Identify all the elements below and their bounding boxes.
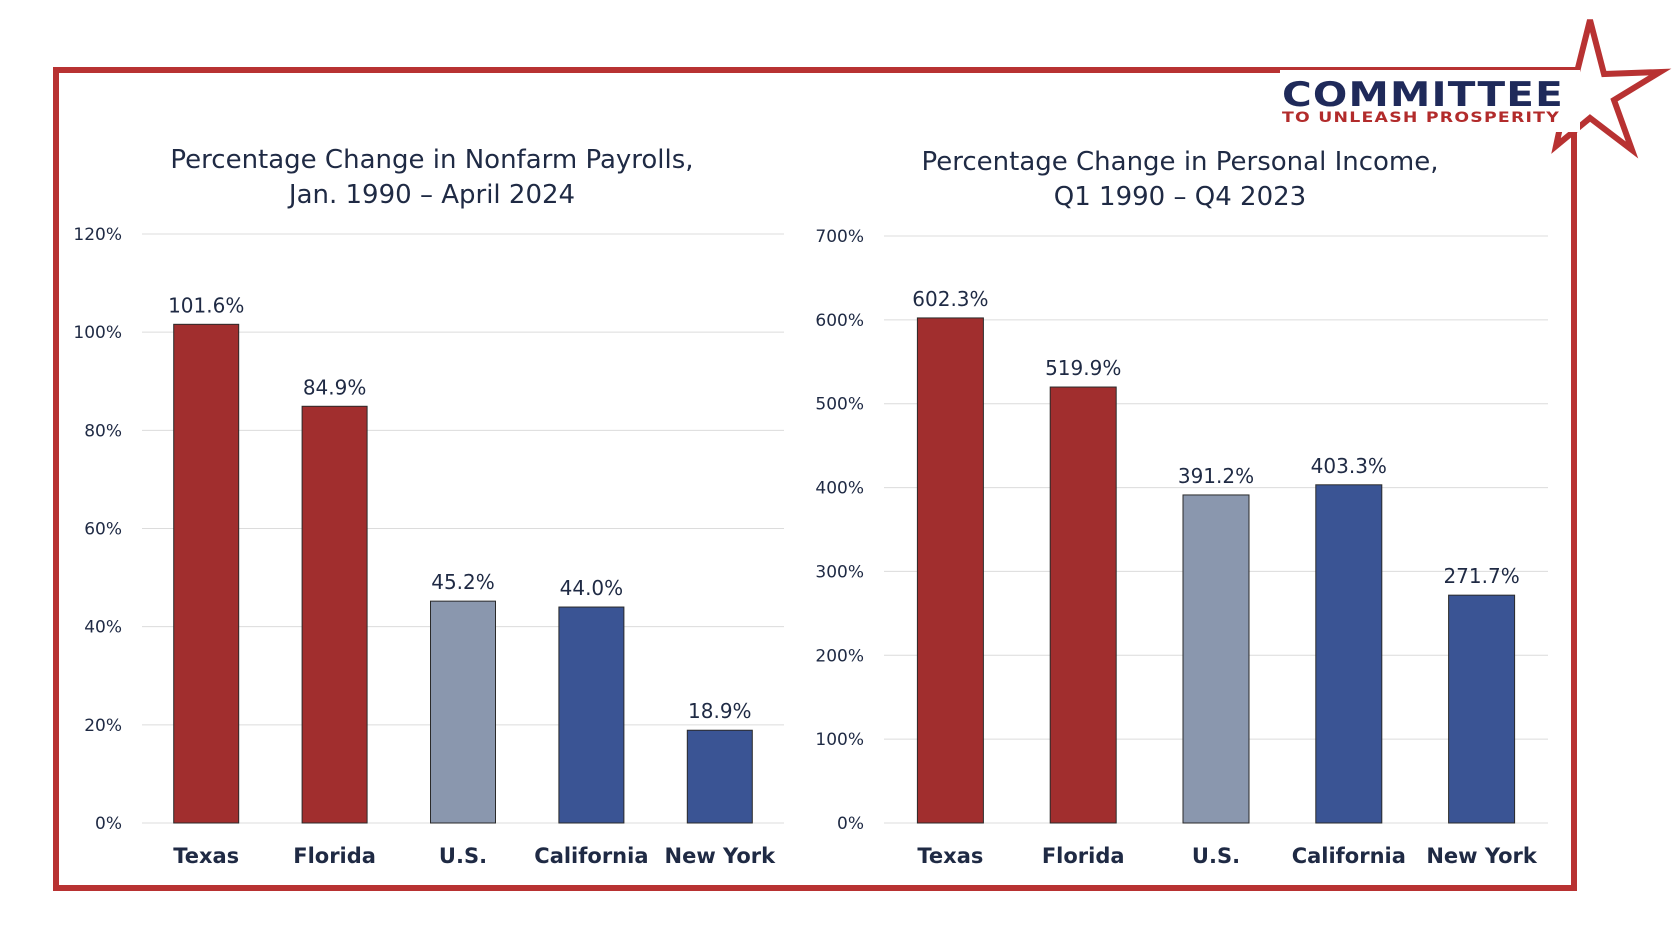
bar-new-york [1448, 594, 1516, 824]
y-tick-label: 300% [815, 562, 864, 582]
y-tick-label: 100% [73, 323, 122, 343]
bar-texas [916, 317, 984, 824]
data-label: 45.2% [431, 570, 495, 594]
y-tick-label: 100% [815, 730, 864, 750]
data-label: 271.7% [1443, 564, 1519, 588]
y-tick-label: 500% [815, 395, 864, 415]
x-category-label: U.S. [439, 844, 487, 868]
y-tick-label: 400% [815, 479, 864, 499]
data-label: 84.9% [303, 375, 367, 399]
bar-new-york [686, 729, 753, 824]
x-category-label: California [534, 844, 648, 868]
data-label: 44.0% [560, 576, 624, 600]
data-label: 101.6% [168, 293, 244, 317]
bar-u-s [1182, 494, 1250, 824]
y-tick-label: 20% [84, 716, 122, 736]
data-label: 602.3% [912, 287, 988, 311]
chart-personal-income: Percentage Change in Personal Income, Q1… [815, 147, 1548, 868]
x-category-label: U.S. [1192, 844, 1240, 868]
data-label: 403.3% [1311, 454, 1387, 478]
x-category-label: Texas [173, 844, 239, 868]
data-label: 18.9% [688, 699, 752, 723]
x-category-label: Florida [1042, 844, 1125, 868]
logo: COMMITTEE TO UNLEASH PROSPERITY [1280, 19, 1672, 159]
chart-nonfarm-payrolls: Percentage Change in Nonfarm Payrolls, J… [73, 145, 784, 868]
x-category-label: New York [665, 844, 777, 868]
logo-title: COMMITTEE [1282, 75, 1564, 115]
chart-title-line-2: Q1 1990 – Q4 2023 [1054, 182, 1306, 212]
y-tick-label: 40% [84, 618, 122, 638]
bar-texas [173, 323, 240, 824]
y-tick-label: 0% [837, 814, 864, 834]
y-tick-label: 120% [73, 225, 122, 245]
bar-california [1315, 484, 1383, 824]
y-tick-label: 60% [84, 520, 122, 540]
x-category-label: Florida [293, 844, 376, 868]
chart-title-line-2: Jan. 1990 – April 2024 [287, 180, 575, 210]
chart-title-line-1: Percentage Change in Nonfarm Payrolls, [170, 145, 693, 175]
x-category-label: New York [1426, 844, 1538, 868]
bar-u-s [430, 600, 496, 824]
y-tick-label: 700% [815, 227, 864, 247]
logo-subtitle: TO UNLEASH PROSPERITY [1282, 110, 1560, 126]
data-label: 391.2% [1178, 464, 1254, 488]
y-tick-label: 600% [815, 311, 864, 331]
bar-florida [1049, 386, 1117, 824]
frame-border [53, 67, 1577, 891]
logo-backdrop [1280, 70, 1580, 132]
y-tick-label: 200% [815, 646, 864, 666]
x-category-label: California [1292, 844, 1406, 868]
x-category-label: Texas [917, 844, 983, 868]
data-label: 519.9% [1045, 356, 1121, 380]
y-tick-label: 80% [84, 421, 122, 441]
y-tick-label: 0% [95, 814, 122, 834]
bar-california [558, 606, 625, 824]
bar-florida [301, 405, 368, 824]
chart-title-line-1: Percentage Change in Personal Income, [921, 147, 1438, 177]
